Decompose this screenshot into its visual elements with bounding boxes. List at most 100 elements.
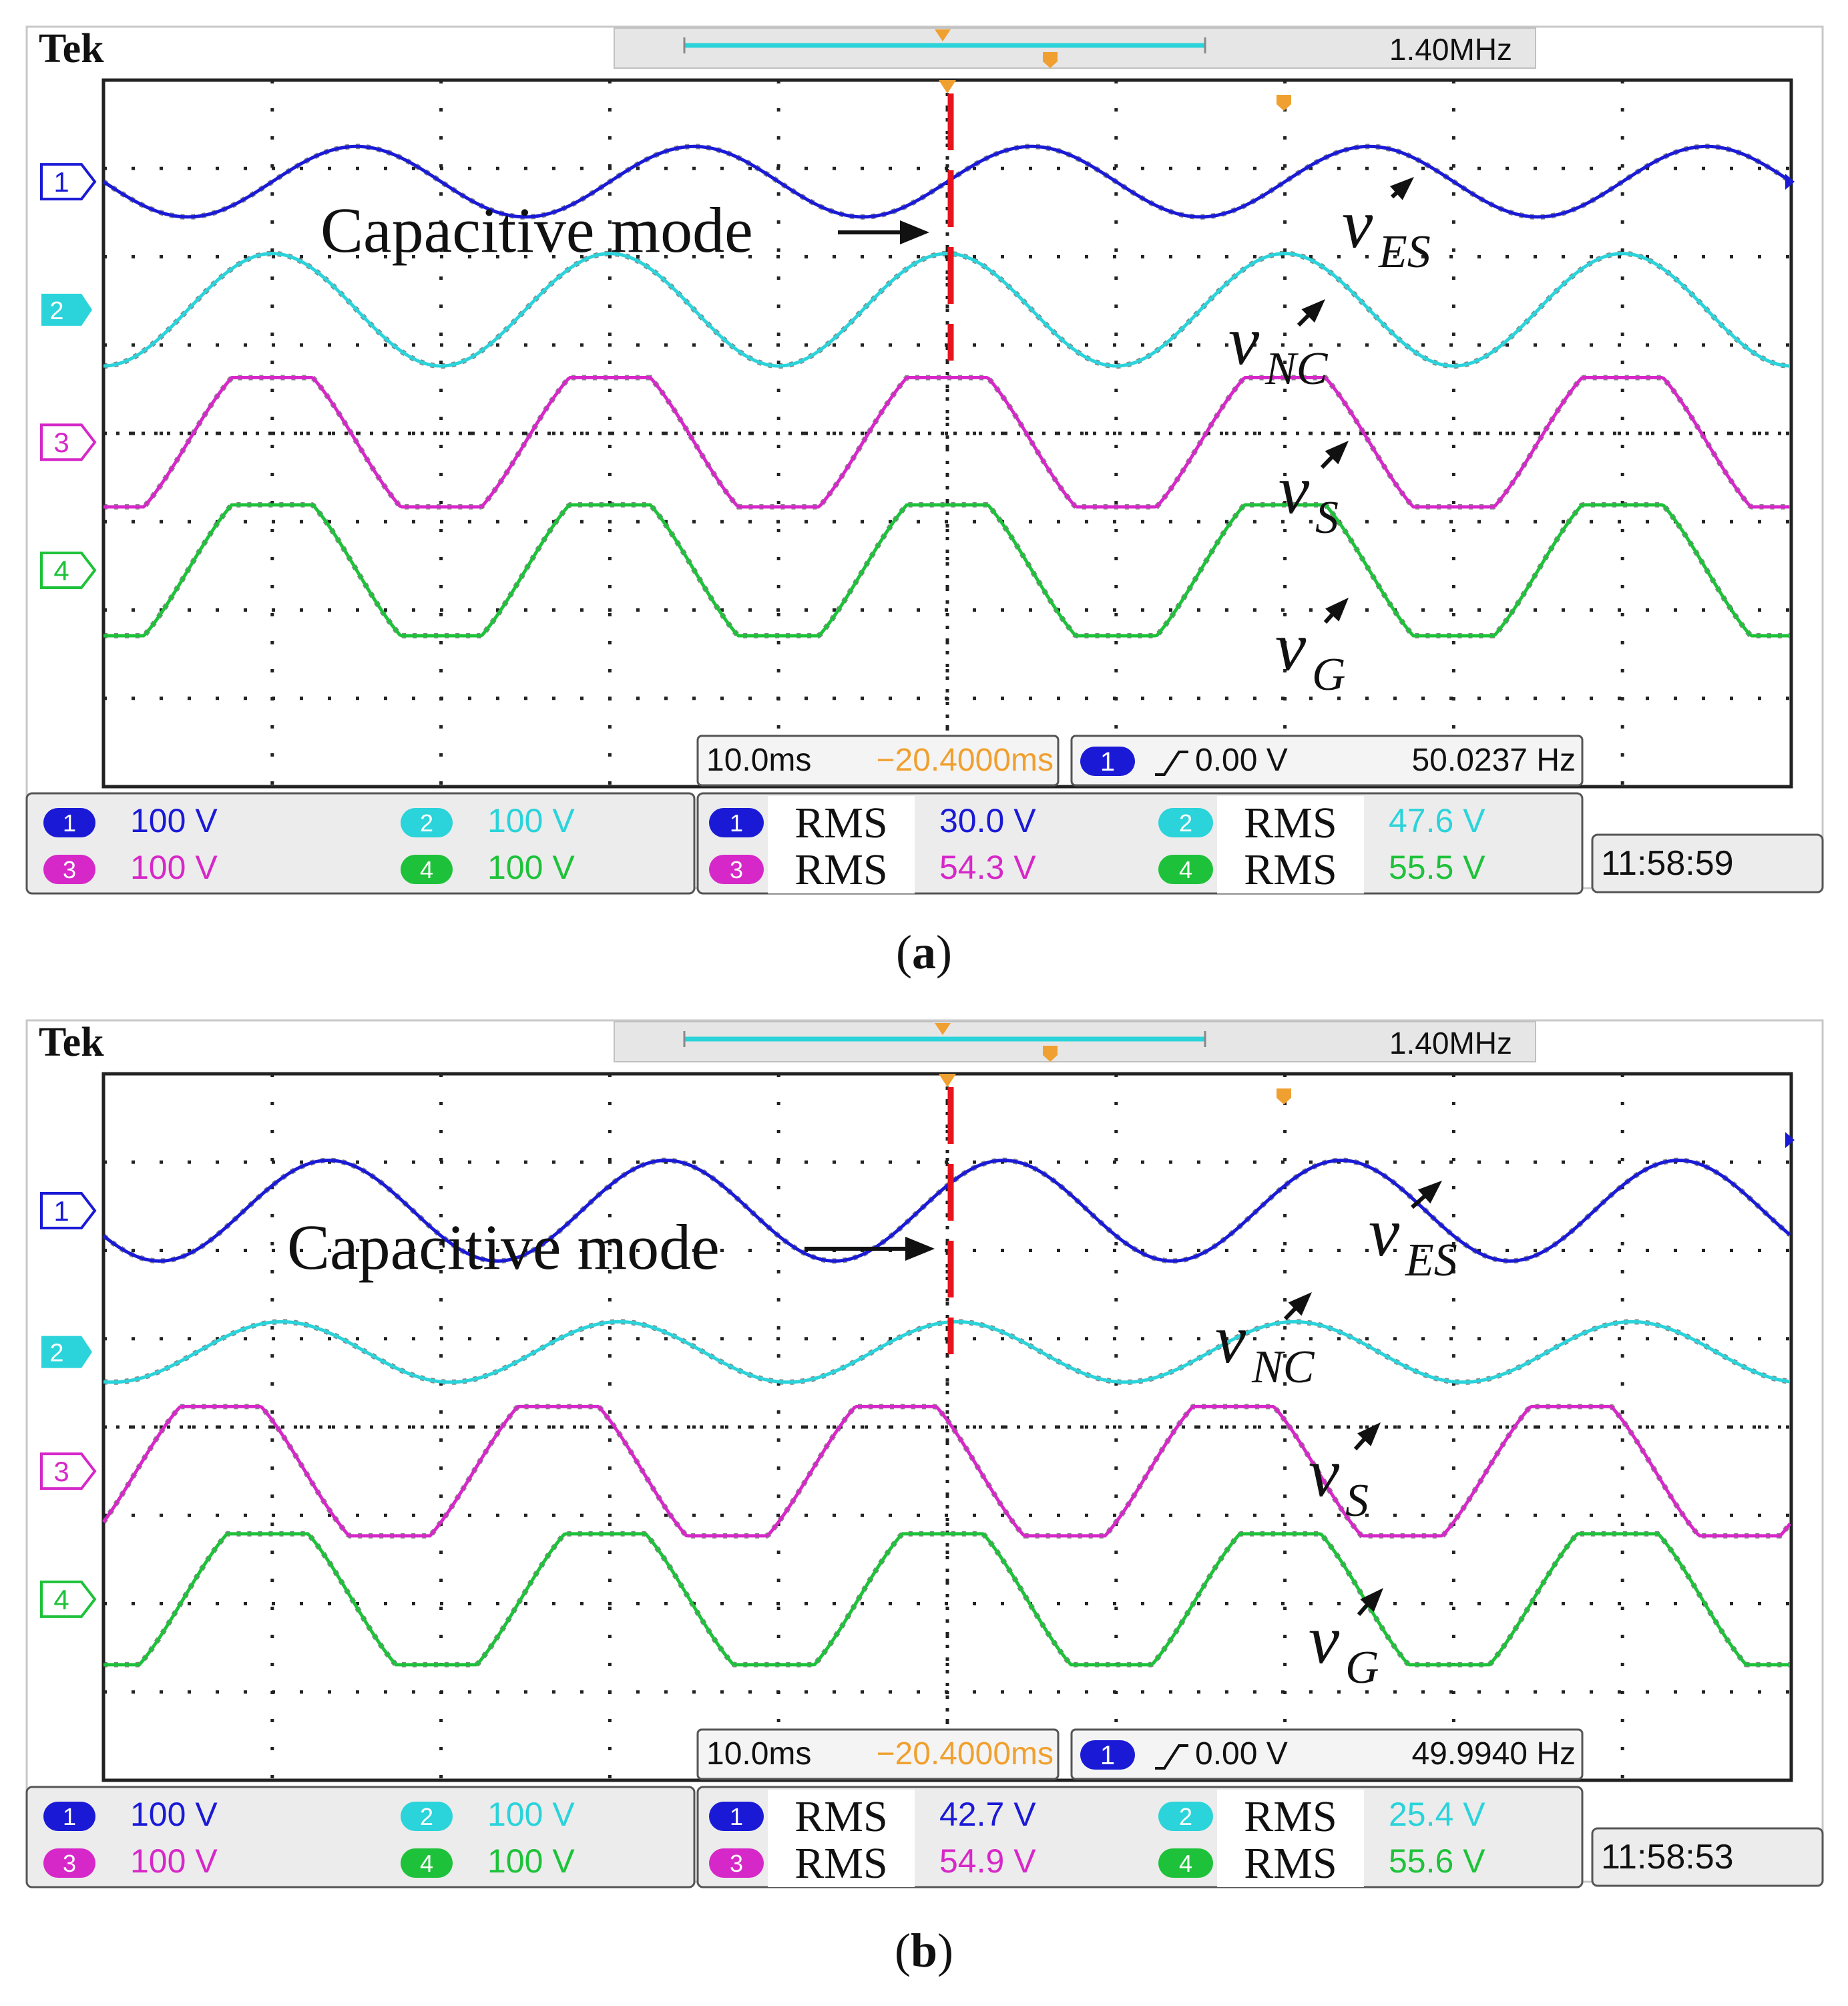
meas-ch-num: 4: [1179, 856, 1192, 883]
clock-readout: 11:58:53: [1601, 1838, 1734, 1876]
caption-text: (b): [895, 1924, 953, 1977]
ch2-marker-shape: [41, 293, 92, 326]
caption-text: (a): [896, 926, 952, 979]
rms-value: 55.5 V: [1389, 849, 1485, 886]
trigger-level-marker: [1277, 95, 1291, 111]
scale-value: 100 V: [130, 1842, 218, 1880]
meas-label: RMS: [794, 1792, 887, 1841]
meas-ch-badge: [1158, 808, 1213, 837]
scale-ch-badge: [401, 855, 453, 884]
top-status-strip: [614, 27, 1536, 69]
channel-2-marker: 2: [41, 1336, 92, 1368]
annotation-arrow-head-icon: [905, 1237, 935, 1261]
ch-marker-label: 3: [53, 1456, 69, 1487]
sample-rate-readout: 1.40MHz: [1389, 32, 1512, 67]
ch2-marker-label: 2: [49, 297, 63, 325]
caption-open: (: [895, 1924, 911, 1977]
meas-label: RMS: [1244, 845, 1337, 894]
scale-value: 100 V: [487, 1842, 575, 1880]
trigger-level-marker: [1277, 1088, 1291, 1105]
scale-ch-badge: [401, 1802, 453, 1831]
trace-label-sub: NC: [1251, 1342, 1315, 1393]
scale-value: 100 V: [487, 802, 575, 839]
ch-marker-shape: [40, 1191, 97, 1229]
meas-ch-num: 2: [1179, 1803, 1192, 1830]
caption-close: ): [936, 926, 952, 979]
meas-label-bg: [1217, 843, 1364, 893]
series-v_NC-trace: [103, 252, 1791, 368]
trigger-box: [1070, 735, 1584, 787]
meas-ch-num: 4: [1179, 1850, 1192, 1877]
trace-label-main: v: [1342, 186, 1373, 262]
ch-marker-shape: [40, 1580, 97, 1618]
scale-ch-badge: [43, 1848, 95, 1878]
scale-ch-badge: [43, 808, 95, 837]
rising-edge-icon: [1155, 1744, 1188, 1770]
series-v_S-trace: [101, 1404, 1791, 1538]
trace-label-sub: ES: [1405, 1235, 1457, 1286]
meas-ch-num: 1: [730, 1803, 743, 1830]
ch-marker-shape: [40, 1452, 97, 1490]
trace-label-main: v: [1309, 1601, 1340, 1678]
panel-caption: (a): [896, 926, 952, 979]
scale-ch-num: 3: [63, 856, 76, 883]
trace-arrow-head-icon: [1325, 598, 1349, 622]
trace-label-main: v: [1215, 1301, 1246, 1378]
meas-ch-badge: [1158, 1802, 1213, 1831]
annotation-capacitive-mode: Capacitive mode: [287, 1211, 720, 1283]
ch2-marker-label: 2: [49, 1340, 63, 1368]
meas-ch-num: 1: [730, 809, 743, 837]
trace-label-es: v ES: [1369, 1181, 1457, 1286]
scale-ch-num: 3: [63, 1850, 76, 1877]
annotation-arrow-head-icon: [900, 220, 929, 244]
trace-label-nc: v NC: [1228, 299, 1329, 395]
graticule-trigger-marker: [939, 80, 956, 93]
trace-arrow-head-icon: [1357, 1422, 1381, 1446]
meas-label-bg: [1217, 796, 1364, 847]
trace-arrow-head-icon: [1301, 299, 1325, 323]
trace-label-main: v: [1309, 1434, 1340, 1511]
meas-ch-badge: [709, 855, 764, 884]
meas-label-bg: [768, 796, 915, 847]
ch-marker-label: 4: [53, 555, 69, 586]
scale-value: 100 V: [130, 802, 218, 839]
timebase-box: [696, 735, 1060, 787]
channel-1-marker: 1: [40, 163, 97, 201]
scale-value: 100 V: [487, 849, 575, 886]
rms-value: 42.7 V: [939, 1796, 1036, 1833]
trigger-box: [1070, 1728, 1584, 1780]
clock-readout: 11:58:59: [1601, 844, 1734, 883]
scale-ch-num: 4: [420, 856, 433, 883]
channel-scale-box: [25, 1786, 696, 1888]
sample-rate-readout: 1.40MHz: [1389, 1026, 1512, 1060]
graticule-trigger-marker: [939, 1074, 956, 1087]
scale-value: 100 V: [130, 1796, 218, 1833]
caption-open: (: [896, 926, 912, 979]
meas-label-bg: [1217, 1836, 1364, 1887]
trace-arrow-head-icon: [1417, 1181, 1442, 1204]
ch-marker-shape: [40, 551, 97, 589]
series-v_NC-trace: [103, 1320, 1791, 1384]
meas-label-bg: [768, 843, 915, 893]
trace-label-sub: S: [1345, 1475, 1369, 1527]
delay-readout: −20.4000ms: [876, 743, 1054, 778]
trace-label-sub: ES: [1378, 226, 1431, 278]
meas-label: RMS: [1244, 1839, 1337, 1888]
meas-ch-num: 3: [730, 856, 743, 883]
trigger-point-icon: [1043, 52, 1058, 68]
caption-close: ): [937, 1924, 953, 1977]
meas-ch-badge: [1158, 855, 1213, 884]
series-v_G-trace: [103, 503, 1790, 638]
trace-label-main: v: [1279, 451, 1310, 528]
series-v_S-trace: [103, 376, 1790, 509]
trigger-ch-num: 1: [1100, 1741, 1115, 1770]
meas-ch-badge: [1158, 1848, 1213, 1878]
meas-ch-badge: [709, 1802, 764, 1831]
trigger-ch-badge: [1080, 1740, 1135, 1770]
series-v_ES-trace: [102, 1159, 1791, 1263]
frequency-readout: 49.9940 Hz: [1411, 1736, 1576, 1772]
